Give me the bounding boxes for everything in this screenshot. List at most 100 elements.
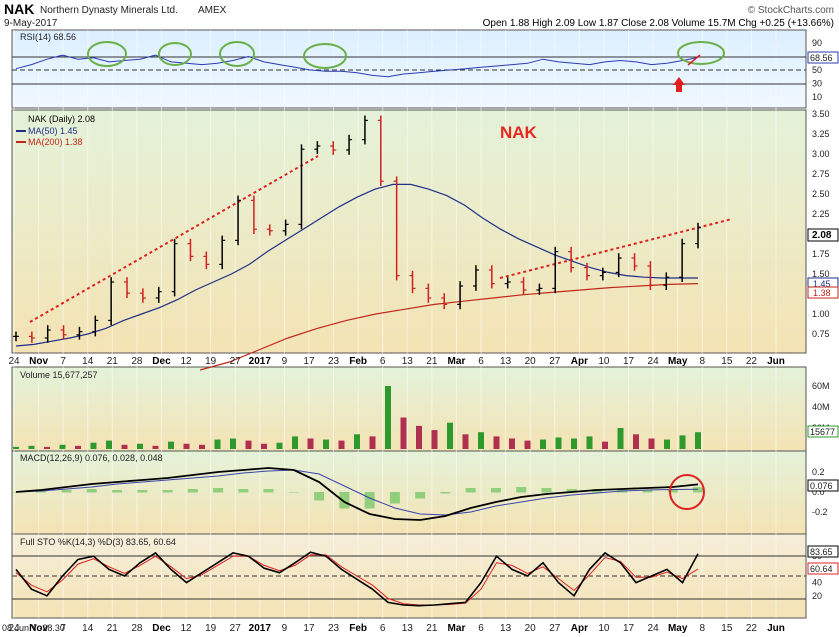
x-tick-label: 20: [525, 356, 537, 367]
x-tick-label-bottom: 7: [60, 623, 66, 634]
volume-bar: [524, 440, 531, 449]
macd-tick: 0.0: [812, 487, 825, 497]
sto-k-line: [15, 551, 699, 607]
macd-histogram-bar: [187, 489, 198, 493]
sto-y-ticks: 80604020: [812, 551, 822, 601]
ma200-value-box: [807, 286, 839, 299]
x-tick-label: 6: [478, 356, 484, 367]
x-tick-label-bottom: 17: [303, 623, 315, 634]
macd-histogram-bar: [541, 488, 552, 493]
x-tick-label: Mar: [448, 356, 466, 367]
volume-current-box: [807, 425, 839, 438]
x-tick-label-bottom: Mar: [448, 623, 466, 634]
price-tick: 1.75: [812, 249, 830, 259]
macd-histogram-bar: [86, 489, 97, 493]
x-tick-label-bottom: 10: [598, 623, 610, 634]
price-tick: 1.00: [812, 309, 830, 319]
volume-bar: [586, 436, 593, 449]
volume-bar: [478, 432, 484, 449]
x-tick-label: 23: [328, 356, 340, 367]
volume-bar: [230, 438, 236, 449]
volume-bar: [648, 438, 655, 449]
volume-bar: [245, 440, 252, 449]
macd-panel: [11, 450, 807, 535]
sto-tick: 20: [812, 591, 822, 601]
macd-histogram-bar: [339, 492, 350, 509]
x-tick-label-bottom: 20: [525, 623, 537, 634]
rsi-tick: 90: [812, 38, 822, 48]
rsi-circle-4: [303, 43, 347, 69]
x-tick-label-bottom: 24: [648, 623, 660, 634]
x-tick-label-bottom: 28: [131, 623, 143, 634]
exchange: AMEX: [198, 5, 227, 16]
ma200-value: 1.38: [813, 288, 831, 298]
volume-bar: [400, 417, 407, 449]
x-tick-label: 8: [699, 356, 705, 367]
x-tick-label: 21: [426, 356, 438, 367]
x-tick-label-bottom: 2017: [249, 623, 272, 634]
x-tick-label: 24: [648, 356, 660, 367]
x-tick-label: 28: [131, 356, 143, 367]
macd-histogram-bar: [566, 489, 577, 493]
macd-histogram-bar: [415, 492, 426, 499]
x-tick-label: 21: [107, 356, 119, 367]
macd-current-box: [807, 479, 839, 492]
x-axis-labels-bottom: 24 Nov 7 14 21 28 Dec 12 19 27 2017 9 17 23 Feb 6 13 21 Ma…: [8, 623, 784, 634]
x-tick-label: 19: [205, 356, 217, 367]
volume-bar: [338, 440, 345, 449]
rsi-label: RSI(14) 68.56: [20, 32, 76, 42]
x-tick-label: Nov: [29, 356, 48, 367]
volume-bar: [431, 430, 438, 449]
x-tick-label: 6: [380, 356, 386, 367]
x-tick-label: May: [668, 356, 688, 367]
volume-bar: [602, 441, 608, 449]
trendline-left: [29, 155, 319, 323]
rsi-overbought-area: [151, 55, 160, 57]
sto-d-value: 60.64: [810, 564, 833, 574]
sto-k-box: [807, 545, 839, 558]
rsi-panel: [11, 29, 807, 109]
x-tick-label: 7: [60, 356, 66, 367]
volume-bar: [75, 445, 81, 449]
macd-histogram-bar: [112, 490, 123, 493]
price-tick: 3.25: [812, 129, 830, 139]
macd-histogram-bar: [213, 488, 224, 493]
rsi-y-ticks: 9070503010: [812, 38, 822, 102]
x-tick-label-bottom: 22: [746, 623, 758, 634]
price-tick: 2.25: [812, 209, 830, 219]
volume-bar: [90, 442, 97, 449]
macd-histogram-bar: [490, 488, 501, 493]
macd-histogram-bar: [288, 492, 299, 493]
macd-histogram-bar: [137, 490, 148, 493]
rsi-overbought-fill: [58, 55, 160, 57]
x-tick-label-bottom: 9: [282, 623, 288, 634]
volume-bar: [571, 438, 577, 449]
volume-label: Volume 15,677,257: [20, 370, 98, 380]
red-up-arrow-icon: [673, 77, 685, 92]
x-tick-label-bottom: 23: [328, 623, 340, 634]
price-y-ticks: 3.503.253.002.752.502.252.001.751.501.25…: [812, 109, 830, 339]
date: 9-May-2017: [4, 18, 58, 29]
rsi-circle-1: [87, 41, 127, 67]
x-tick-label-bottom: 27: [549, 623, 561, 634]
macd-histogram-bar: [389, 492, 400, 504]
rsi-circle-3: [219, 41, 255, 67]
volume-bar: [28, 445, 35, 449]
volume-bar: [617, 428, 624, 449]
x-tick-label: 15: [721, 356, 733, 367]
x-tick-label-bottom: 6: [478, 623, 484, 634]
volume-bar: [44, 446, 50, 449]
volume-bar: [555, 437, 562, 449]
x-tick-label: 24: [8, 356, 20, 367]
price-tick: 0.75: [812, 329, 830, 339]
x-tick-label: Dec: [152, 356, 171, 367]
volume-bar: [462, 434, 469, 449]
volume-bar: [509, 438, 515, 449]
price-tick: 2.75: [812, 169, 830, 179]
macd-histogram-bar: [314, 492, 325, 501]
macd-histogram-bar: [11, 492, 21, 493]
volume-bar: [447, 422, 453, 449]
vertical-gridlines: [13, 30, 777, 618]
volume-panel: [11, 366, 807, 452]
price-tick: 3.50: [812, 109, 830, 119]
